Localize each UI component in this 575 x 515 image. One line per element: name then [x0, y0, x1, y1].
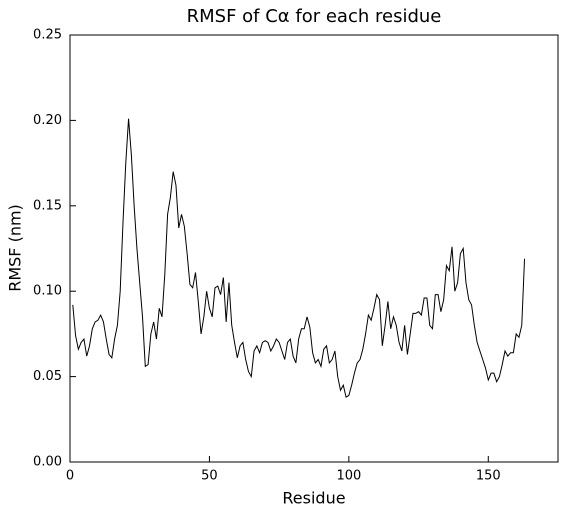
- y-tick-label: 0.00: [33, 455, 62, 470]
- x-tick-label: 0: [66, 469, 74, 484]
- y-tick-label: 0.25: [33, 28, 62, 43]
- x-tick-label: 150: [476, 469, 501, 484]
- rmsf-line: [72, 118, 526, 398]
- x-axis-label: Residue: [282, 489, 345, 508]
- x-tick-label: 100: [336, 469, 361, 484]
- y-axis-label: RMSF (nm): [6, 204, 25, 292]
- y-tick-label: 0.10: [33, 284, 62, 299]
- x-tick-label: 50: [201, 469, 218, 484]
- y-tick-label: 0.05: [33, 369, 62, 384]
- y-tick-label: 0.20: [33, 113, 62, 128]
- plot-frame: [69, 34, 559, 463]
- y-tick-label: 0.15: [33, 198, 62, 213]
- chart-title: RMSF of Cα for each residue: [187, 6, 442, 27]
